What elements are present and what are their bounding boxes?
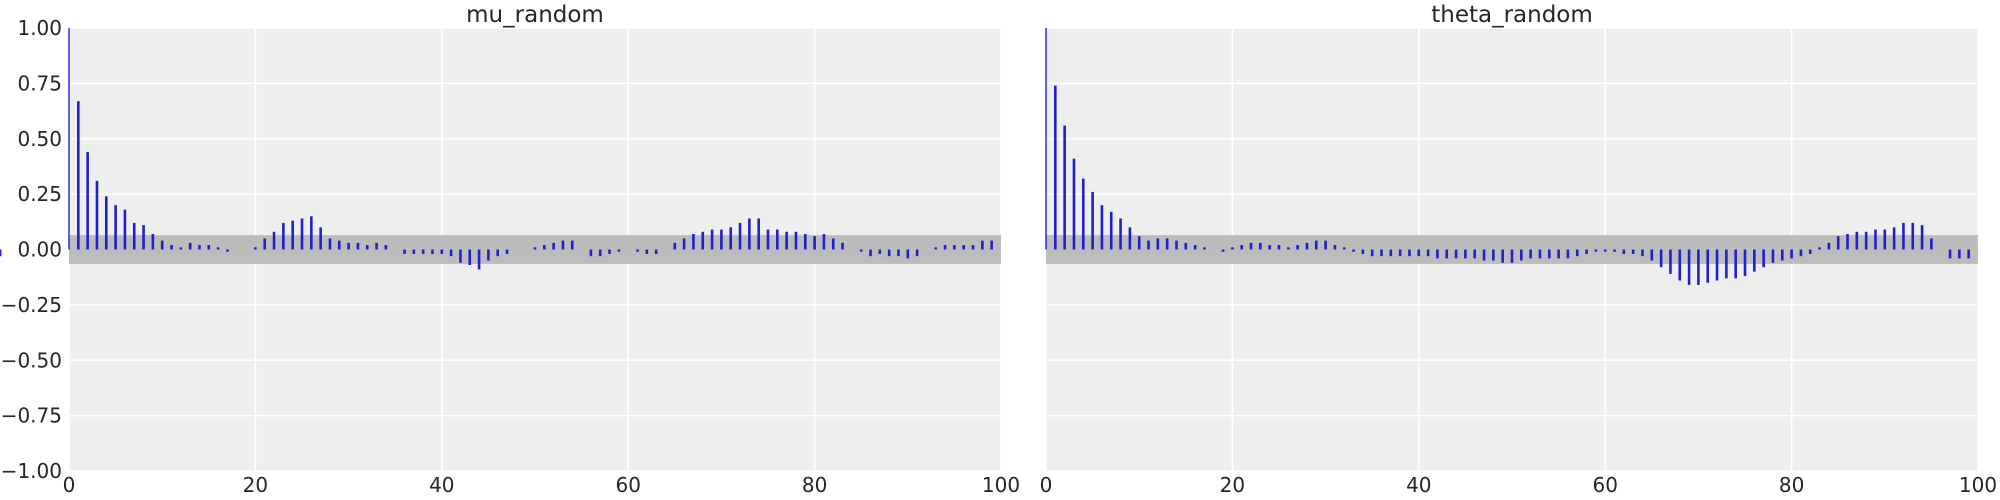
x-tick-label: 0 bbox=[63, 473, 76, 497]
x-tick-label: 0 bbox=[1040, 473, 1053, 497]
x-tick-label: 100 bbox=[1959, 473, 1997, 497]
mu-random-panel: 0 20 40 60 80 100 −1.00 −0.75 −0.50 −0.25 0.00 0.25… bbox=[1, 2, 1020, 497]
y-tick-label: −0.25 bbox=[1, 293, 62, 317]
x-tick-label: 80 bbox=[802, 473, 827, 497]
y-tick-label: 0.00 bbox=[17, 238, 62, 262]
x-tick-label: 80 bbox=[1779, 473, 1804, 497]
chart-title: mu_random bbox=[466, 2, 604, 28]
y-tick-label: 0.75 bbox=[17, 71, 62, 95]
y-tick-label: 0.50 bbox=[17, 127, 62, 151]
x-tick-label: 20 bbox=[1220, 473, 1245, 497]
chart-title: theta_random bbox=[1431, 2, 1593, 28]
y-tick-label: −1.00 bbox=[1, 459, 62, 483]
y-tick-label: 0.25 bbox=[17, 182, 62, 206]
y-tick-label: −0.50 bbox=[1, 348, 62, 372]
x-tick-label: 40 bbox=[1406, 473, 1431, 497]
x-tick-label: 40 bbox=[429, 473, 454, 497]
y-tick-label: 1.00 bbox=[17, 16, 62, 40]
x-tick-label: 60 bbox=[615, 473, 640, 497]
y-tick-label: −0.75 bbox=[1, 404, 62, 428]
x-tick-label: 20 bbox=[243, 473, 268, 497]
x-tick-label: 60 bbox=[1592, 473, 1617, 497]
x-tick-label: 100 bbox=[982, 473, 1020, 497]
